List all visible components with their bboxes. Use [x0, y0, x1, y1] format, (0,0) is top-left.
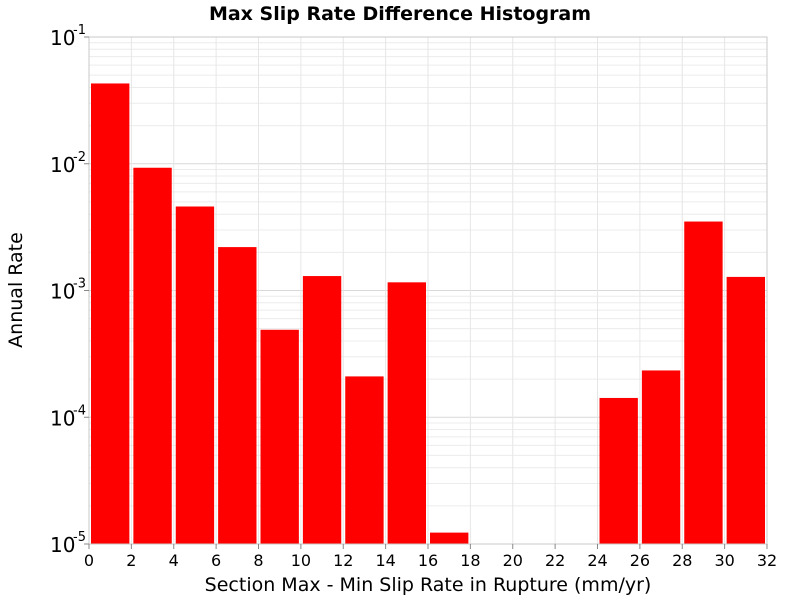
x-tick-label: 8 — [253, 551, 263, 570]
x-tick-label: 32 — [757, 551, 777, 570]
histogram-bar — [430, 532, 469, 544]
y-tick-label: 10 — [50, 26, 75, 50]
histogram-bar — [641, 370, 681, 544]
y-tick-exponent: -2 — [73, 150, 86, 165]
x-tick-label: 2 — [126, 551, 136, 570]
x-tick-label: 6 — [211, 551, 221, 570]
histogram-bar — [260, 329, 299, 544]
y-tick-label: 10 — [50, 533, 75, 557]
y-tick-label: 10 — [50, 406, 75, 430]
histogram-bar — [175, 206, 215, 545]
y-tick-exponent: -5 — [73, 530, 86, 545]
histogram-bar — [133, 167, 172, 544]
y-tick-exponent: -1 — [73, 23, 86, 38]
x-axis-label: Section Max - Min Slip Rate in Rupture (… — [205, 574, 652, 596]
y-tick-label: 10 — [50, 280, 75, 304]
x-tick-label: 30 — [714, 551, 734, 570]
x-tick-label: 20 — [503, 551, 523, 570]
x-tick-label: 12 — [333, 551, 353, 570]
x-tick-label: 26 — [630, 551, 650, 570]
histogram-bar — [302, 276, 342, 544]
histogram-bar — [218, 247, 257, 544]
chart-title: Max Slip Rate Difference Histogram — [209, 3, 591, 25]
x-tick-label: 0 — [84, 551, 94, 570]
histogram-bar — [726, 276, 765, 544]
y-axis-ticks: 10-110-210-310-410-5 — [50, 23, 89, 557]
y-tick-label: 10 — [50, 153, 75, 177]
y-tick-exponent: -3 — [73, 277, 86, 292]
histogram-bar — [91, 83, 130, 544]
histogram-bar — [387, 282, 426, 544]
x-tick-label: 14 — [375, 551, 395, 570]
x-tick-label: 22 — [545, 551, 565, 570]
histogram-bar — [684, 221, 723, 544]
histogram-bar — [345, 376, 384, 544]
x-tick-label: 16 — [418, 551, 438, 570]
y-tick-exponent: -4 — [73, 403, 86, 418]
x-tick-label: 28 — [672, 551, 692, 570]
histogram-bar — [599, 397, 638, 544]
y-axis-label: Annual Rate — [5, 232, 27, 348]
bars — [91, 83, 765, 545]
x-tick-label: 10 — [291, 551, 311, 570]
x-tick-label: 4 — [169, 551, 179, 570]
x-tick-label: 24 — [587, 551, 607, 570]
x-axis-ticks: 0 2 4 6 8 10 12 14 16 18 20 22 24 26 28 30 32 — [84, 544, 777, 570]
x-tick-label: 18 — [460, 551, 480, 570]
